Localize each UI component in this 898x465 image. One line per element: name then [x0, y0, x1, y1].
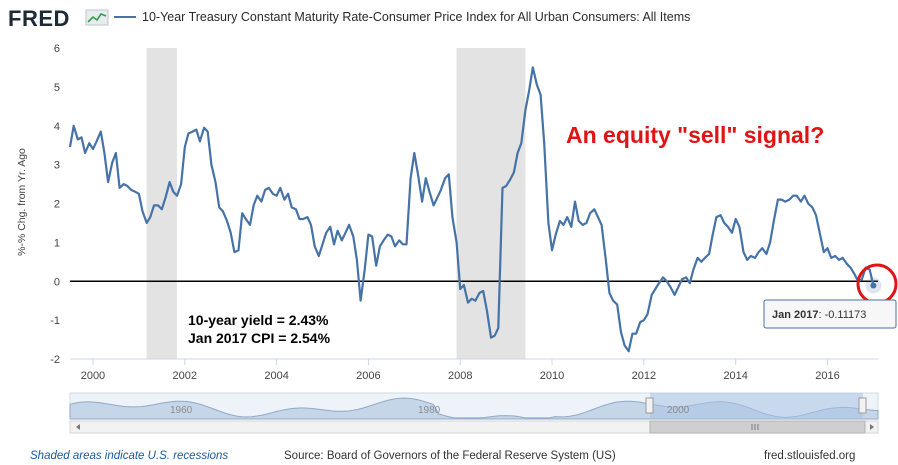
- y-axis-label: %-% Chg. from Yr. Ago: [16, 148, 28, 256]
- navigator-tick-1960: 1960: [170, 405, 193, 416]
- recession-band-1: [146, 48, 177, 359]
- y-tick-label: -2: [50, 354, 60, 366]
- tooltip-value: : -0.11173: [818, 309, 866, 321]
- navigator-selected-range[interactable]: [650, 393, 863, 419]
- y-tick-label: 4: [54, 121, 60, 133]
- yield-annotation: 10-year yield = 2.43%: [188, 312, 329, 328]
- y-tick-label: 3: [54, 160, 60, 172]
- y-tick-label: 0: [54, 276, 60, 288]
- tooltip-date: Jan 2017: [772, 309, 818, 321]
- x-tick-label: 2012: [632, 370, 656, 382]
- fred-logo[interactable]: FRED: [8, 6, 70, 31]
- y-tick-label: 1: [54, 237, 60, 249]
- scrollbar[interactable]: [69, 420, 879, 434]
- x-tick-label: 2014: [723, 370, 747, 382]
- sell-signal-annotation: An equity "sell" signal?: [566, 122, 824, 148]
- y-tick-label: 6: [54, 43, 60, 55]
- y-tick-label: -1: [50, 315, 60, 327]
- navigator-left-handle[interactable]: [645, 397, 654, 414]
- y-tick-label: 2: [54, 199, 60, 211]
- y-tick-label: 5: [54, 82, 60, 94]
- x-tick-label: 2004: [264, 370, 288, 382]
- svg-text:Jan 2017: -0.11173: Jan 2017: -0.11173: [772, 309, 866, 321]
- scroll-left-arrow-icon[interactable]: [76, 424, 80, 430]
- range-navigator[interactable]: 1960 1980 2000: [69, 392, 879, 420]
- navigator-tick-1980: 1980: [418, 405, 441, 416]
- x-tick-label: 2000: [81, 370, 105, 382]
- recession-note: Shaded areas indicate U.S. recessions: [30, 450, 228, 462]
- tooltip: Jan 2017: -0.11173: [763, 299, 897, 329]
- scroll-right-arrow-icon[interactable]: [870, 424, 874, 430]
- source-note: Source: Board of Governors of the Federa…: [284, 450, 616, 462]
- fred-url-link[interactable]: fred.stlouisfed.org: [764, 450, 855, 462]
- plot-area: -2 -1 0 1 2 3 4 5 6 2000 2002 2004 2006 2008 2010 2012…: [50, 43, 882, 382]
- cpi-annotation: Jan 2017 CPI = 2.54%: [188, 330, 331, 346]
- recession-bands: [146, 48, 526, 359]
- navigator-tick-2000: 2000: [667, 405, 690, 416]
- last-data-point[interactable]: [870, 282, 877, 289]
- recession-band-2: [456, 48, 526, 359]
- chart-title: 10-Year Treasury Constant Maturity Rate-…: [142, 10, 690, 24]
- last-point-halo: [865, 277, 882, 294]
- x-axis: 2000 2002 2004 2006 2008 2010 2012 2014 2016: [70, 358, 878, 382]
- y-axis: -2 -1 0 1 2 3 4 5 6: [50, 43, 60, 366]
- scrollbar-grip-icon: [751, 424, 759, 430]
- x-tick-label: 2008: [448, 370, 472, 382]
- x-tick-label: 2002: [173, 370, 197, 382]
- series-line[interactable]: [68, 66, 875, 353]
- x-tick-label: 2016: [815, 370, 839, 382]
- x-tick-label: 2010: [540, 370, 564, 382]
- navigator-right-handle[interactable]: [858, 397, 867, 414]
- fred-logo-chart-icon: [85, 9, 109, 26]
- x-tick-label: 2006: [356, 370, 380, 382]
